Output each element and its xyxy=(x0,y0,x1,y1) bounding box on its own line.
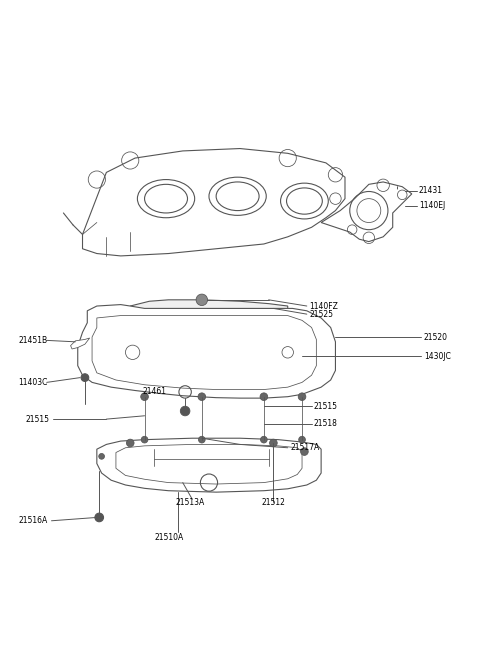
Polygon shape xyxy=(321,182,412,242)
Text: 21516A: 21516A xyxy=(18,516,48,525)
Circle shape xyxy=(260,393,268,400)
Circle shape xyxy=(196,294,207,305)
Polygon shape xyxy=(92,316,316,390)
Text: 21520: 21520 xyxy=(424,333,448,341)
Text: 21525: 21525 xyxy=(309,310,333,318)
Text: 21431: 21431 xyxy=(419,186,443,195)
Circle shape xyxy=(300,448,308,455)
Text: 21515: 21515 xyxy=(314,402,338,411)
Text: 21518: 21518 xyxy=(314,419,338,428)
Circle shape xyxy=(299,436,305,443)
Text: 21512: 21512 xyxy=(262,498,285,507)
Polygon shape xyxy=(83,149,345,256)
Text: 21510A: 21510A xyxy=(154,533,183,542)
Text: 21451B: 21451B xyxy=(18,336,47,345)
Text: 21515: 21515 xyxy=(25,415,49,424)
Polygon shape xyxy=(78,305,336,398)
Text: 21513A: 21513A xyxy=(176,498,205,507)
Circle shape xyxy=(95,513,104,522)
Circle shape xyxy=(99,453,105,459)
Circle shape xyxy=(81,374,89,381)
Text: 11403C: 11403C xyxy=(18,378,48,387)
Circle shape xyxy=(199,436,205,443)
Circle shape xyxy=(261,436,267,443)
Circle shape xyxy=(270,439,277,447)
Circle shape xyxy=(298,393,306,400)
Text: 1140FZ: 1140FZ xyxy=(309,301,338,310)
Circle shape xyxy=(141,436,148,443)
Text: 21461: 21461 xyxy=(142,387,166,396)
Text: 21517A: 21517A xyxy=(290,443,319,452)
Circle shape xyxy=(126,439,134,447)
Polygon shape xyxy=(71,338,90,349)
Circle shape xyxy=(180,406,190,416)
Text: 1140EJ: 1140EJ xyxy=(419,201,445,210)
Polygon shape xyxy=(116,445,302,484)
Circle shape xyxy=(198,393,205,400)
Text: 1430JC: 1430JC xyxy=(424,352,451,361)
Polygon shape xyxy=(130,300,288,316)
Circle shape xyxy=(141,393,148,400)
Polygon shape xyxy=(97,438,321,492)
